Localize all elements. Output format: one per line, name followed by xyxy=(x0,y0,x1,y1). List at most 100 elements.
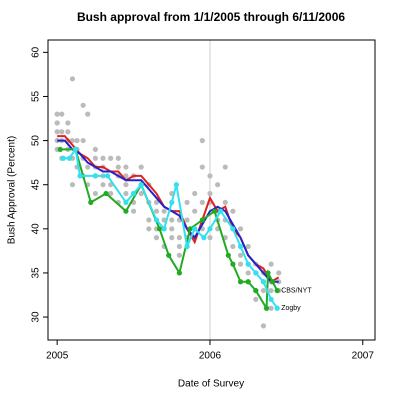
point xyxy=(66,155,72,161)
point xyxy=(199,137,205,144)
point xyxy=(199,164,205,170)
plot-frame xyxy=(47,39,376,341)
point xyxy=(59,129,65,135)
point xyxy=(237,252,244,258)
point xyxy=(146,217,152,223)
point xyxy=(192,226,198,232)
point xyxy=(108,190,114,197)
point xyxy=(123,164,129,170)
y-tick-label: 45 xyxy=(31,179,42,191)
y-tick-label: 40 xyxy=(31,223,42,235)
point xyxy=(65,120,71,126)
point xyxy=(268,305,274,311)
point xyxy=(156,226,163,232)
point xyxy=(215,182,221,188)
point xyxy=(199,199,205,205)
point xyxy=(199,217,205,223)
point xyxy=(92,190,98,197)
point xyxy=(230,261,236,267)
point xyxy=(211,208,218,214)
point xyxy=(92,146,98,153)
point xyxy=(237,243,244,250)
point xyxy=(169,226,175,232)
point xyxy=(237,226,244,232)
point xyxy=(237,279,244,285)
point xyxy=(104,173,111,179)
point xyxy=(270,279,276,285)
point xyxy=(88,199,94,205)
point xyxy=(274,305,280,311)
point xyxy=(207,190,213,197)
point xyxy=(74,137,80,144)
series-label: Zogby xyxy=(281,305,301,312)
y-tick-label: 50 xyxy=(31,135,42,147)
point xyxy=(207,173,213,179)
point xyxy=(260,287,267,294)
point xyxy=(69,182,76,188)
point xyxy=(65,129,71,135)
y-tick-label: 30 xyxy=(31,311,42,323)
point xyxy=(268,287,274,294)
point xyxy=(268,296,274,303)
point xyxy=(176,270,183,276)
point xyxy=(123,190,129,197)
point xyxy=(207,235,213,241)
point xyxy=(230,226,236,232)
point xyxy=(260,323,267,329)
point xyxy=(72,146,79,153)
x-tick-label: 2006 xyxy=(199,351,222,362)
point xyxy=(166,252,172,258)
point xyxy=(169,217,175,223)
point xyxy=(153,199,160,205)
point xyxy=(187,226,193,232)
point xyxy=(253,287,259,294)
point xyxy=(274,287,280,294)
point xyxy=(123,173,129,179)
point xyxy=(222,164,228,170)
point xyxy=(245,243,251,250)
point xyxy=(115,155,121,161)
point xyxy=(80,102,86,108)
point xyxy=(161,226,167,232)
point xyxy=(100,182,106,188)
point xyxy=(92,173,98,179)
point xyxy=(169,235,175,241)
point xyxy=(146,226,152,232)
point xyxy=(130,190,137,197)
point xyxy=(245,270,251,276)
point xyxy=(59,111,65,117)
point xyxy=(60,155,66,161)
point xyxy=(153,217,160,223)
point xyxy=(80,137,86,144)
point xyxy=(184,199,190,205)
point xyxy=(184,243,190,250)
y-tick-label: 35 xyxy=(31,267,42,279)
point xyxy=(207,226,213,232)
point xyxy=(253,296,259,303)
series-label: CBS/NYT xyxy=(281,287,312,294)
point xyxy=(169,199,175,205)
point xyxy=(173,182,179,188)
x-tick-label: 2005 xyxy=(46,351,69,362)
point xyxy=(85,111,91,117)
point xyxy=(230,208,236,214)
point xyxy=(222,199,228,205)
point xyxy=(69,76,76,82)
point xyxy=(69,137,76,144)
point xyxy=(253,270,259,276)
series-line xyxy=(57,139,279,283)
point xyxy=(245,279,251,285)
point xyxy=(276,270,282,276)
point xyxy=(218,208,224,214)
y-tick-label: 60 xyxy=(31,46,42,58)
point xyxy=(260,279,267,285)
point xyxy=(201,235,207,241)
chart-title: Bush approval from 1/1/2005 through 6/11… xyxy=(77,10,345,24)
point xyxy=(54,129,60,135)
point xyxy=(57,146,63,153)
point xyxy=(54,120,60,126)
point xyxy=(115,164,121,170)
y-axis-label: Bush Approval (Percent) xyxy=(7,136,18,244)
